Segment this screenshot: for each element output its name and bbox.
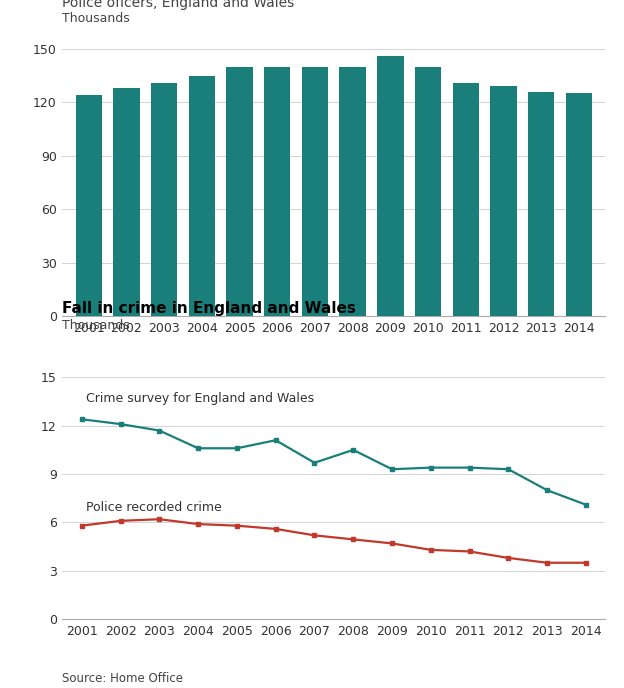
Bar bbox=[452, 83, 479, 316]
Text: Thousands: Thousands bbox=[62, 12, 130, 25]
Text: Crime survey for England and Wales: Crime survey for England and Wales bbox=[85, 391, 314, 405]
Bar bbox=[490, 86, 517, 316]
Bar bbox=[114, 88, 140, 316]
Bar bbox=[566, 94, 592, 316]
Text: Police oficers, England and Wales: Police oficers, England and Wales bbox=[62, 0, 295, 10]
Bar bbox=[188, 76, 215, 316]
Bar bbox=[264, 67, 291, 316]
Bar bbox=[302, 67, 328, 316]
Bar bbox=[227, 67, 253, 316]
Text: Thousands: Thousands bbox=[62, 319, 130, 332]
Text: Fall in crime in England and Wales: Fall in crime in England and Wales bbox=[62, 301, 356, 316]
Text: Police recorded crime: Police recorded crime bbox=[85, 502, 222, 515]
Bar bbox=[76, 95, 102, 316]
Bar bbox=[377, 56, 404, 316]
Bar bbox=[339, 67, 366, 316]
Bar bbox=[415, 67, 441, 316]
Bar bbox=[528, 92, 554, 316]
Bar bbox=[151, 83, 177, 316]
Text: Source: Home Office: Source: Home Office bbox=[62, 671, 183, 685]
